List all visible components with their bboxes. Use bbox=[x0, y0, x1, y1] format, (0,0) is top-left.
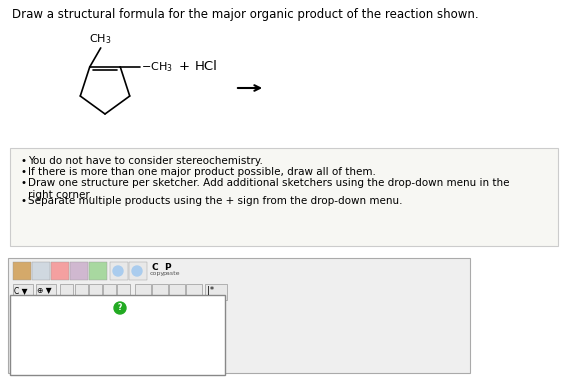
Text: C: C bbox=[152, 263, 159, 272]
Text: C ▼: C ▼ bbox=[14, 286, 27, 295]
Bar bbox=[60, 284, 73, 300]
Text: CH$_3$: CH$_3$ bbox=[90, 32, 112, 46]
Text: +: + bbox=[178, 60, 189, 73]
Text: paste: paste bbox=[162, 271, 179, 276]
Text: •: • bbox=[20, 156, 26, 166]
Bar bbox=[117, 284, 130, 300]
Text: ?: ? bbox=[118, 304, 122, 312]
Bar bbox=[152, 284, 168, 300]
Text: ⊕ ▼: ⊕ ▼ bbox=[37, 286, 51, 295]
Text: •: • bbox=[20, 196, 26, 206]
Text: copy: copy bbox=[150, 271, 165, 276]
Circle shape bbox=[113, 266, 123, 276]
Bar bbox=[75, 284, 88, 300]
Bar bbox=[135, 284, 151, 300]
Text: Draw a structural formula for the major organic product of the reaction shown.: Draw a structural formula for the major … bbox=[12, 8, 478, 21]
Text: P: P bbox=[164, 263, 171, 272]
Text: HCl: HCl bbox=[194, 60, 217, 73]
Bar bbox=[70, 262, 88, 280]
Bar bbox=[110, 262, 128, 280]
Text: $-$CH$_3$: $-$CH$_3$ bbox=[141, 60, 173, 74]
Bar bbox=[103, 284, 116, 300]
Bar bbox=[32, 262, 50, 280]
Bar bbox=[169, 284, 185, 300]
Bar bbox=[89, 262, 107, 280]
Bar bbox=[10, 295, 225, 375]
Bar bbox=[89, 284, 102, 300]
Bar bbox=[51, 262, 69, 280]
Bar bbox=[13, 284, 33, 300]
Bar bbox=[36, 284, 56, 300]
Circle shape bbox=[114, 302, 126, 314]
Text: |*: |* bbox=[207, 286, 214, 295]
Text: You do not have to consider stereochemistry.: You do not have to consider stereochemis… bbox=[28, 156, 263, 166]
Bar bbox=[13, 262, 31, 280]
Bar bbox=[205, 284, 227, 300]
Text: Draw one structure per sketcher. Add additional sketchers using the drop-down me: Draw one structure per sketcher. Add add… bbox=[28, 178, 509, 200]
Text: •: • bbox=[20, 167, 26, 177]
Text: If there is more than one major product possible, draw all of them.: If there is more than one major product … bbox=[28, 167, 376, 177]
Circle shape bbox=[132, 266, 142, 276]
Bar bbox=[8, 258, 470, 373]
Bar bbox=[10, 148, 558, 246]
Bar bbox=[129, 262, 147, 280]
Text: Separate multiple products using the + sign from the drop-down menu.: Separate multiple products using the + s… bbox=[28, 196, 403, 206]
Text: •: • bbox=[20, 178, 26, 188]
Bar bbox=[186, 284, 202, 300]
